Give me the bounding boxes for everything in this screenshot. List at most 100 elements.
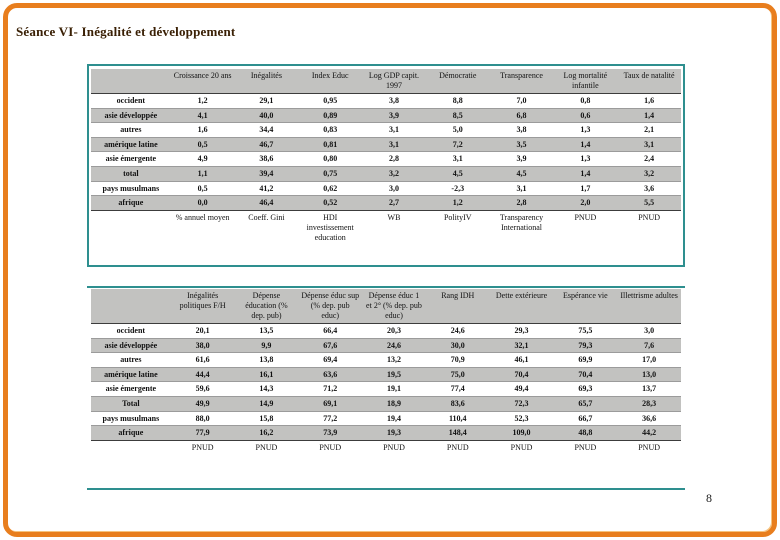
table-row: total 1,1 39,4 0,75 3,2 4,5 4,5 1,4 3,2 <box>91 165 681 182</box>
table-row: afrique 0,0 46,4 0,52 2,7 1,2 2,8 2,0 5,5 <box>91 195 681 211</box>
column-header: Dette extérieure <box>489 289 554 324</box>
data-cell: 2,8 <box>489 195 554 211</box>
table-row: asie émergente 4,9 38,6 0,80 2,8 3,1 3,9 1,3 2,4 <box>91 151 681 167</box>
data-cell: 148,4 <box>425 425 490 441</box>
data-cell: 8,5 <box>425 107 490 123</box>
data-cell: 46,1 <box>489 352 554 368</box>
data-cell: 0,52 <box>298 195 363 211</box>
data-cell: 2,8 <box>362 151 426 167</box>
data-cell: 13,2 <box>362 352 426 368</box>
data-cell: 0,95 <box>323 96 338 105</box>
source-row: PNUD PNUD PNUD PNUD PNUD PNUD PNUD PNUD <box>91 439 681 455</box>
data-cell: 66,7 <box>553 410 618 426</box>
source-cell: Coeff. Gini <box>234 209 299 245</box>
row-label: asie émergente <box>91 381 171 397</box>
source-cell: % annuel moyen <box>170 209 235 245</box>
data-cell: 32,1 <box>489 337 554 353</box>
row-label: occident <box>116 96 146 105</box>
row-label-header <box>91 69 171 94</box>
table-row: Total 49,9 14,9 69,1 18,9 83,6 72,3 65,7 28,3 <box>91 395 681 412</box>
data-cell: 0,83 <box>298 122 363 138</box>
column-header: Espérance vie <box>553 289 618 324</box>
table-row: occident 20,1 13,5 66,4 20,3 24,6 29,3 75,5 3,0 <box>91 324 681 339</box>
data-cell: 8,8 <box>452 96 463 105</box>
data-cell: 17,0 <box>617 352 681 368</box>
table-row: asie développée 4,1 40,0 0,89 3,9 8,5 6,8 0,6 1,… <box>91 107 681 123</box>
data-cell: 1,2 <box>197 96 208 105</box>
data-cell: 28,3 <box>617 395 681 412</box>
source-cell: Transparency International <box>489 209 554 245</box>
source-cell: PNUD <box>425 439 490 455</box>
column-header: Inégalités politiques F/H <box>170 289 235 324</box>
data-cell: 16,2 <box>234 425 299 441</box>
row-label: Total <box>91 395 171 412</box>
source-cell: HDI investissement education <box>298 209 363 245</box>
data-cell: 20,1 <box>195 326 210 335</box>
data-cell: 19,3 <box>362 425 426 441</box>
data-cell: 44,4 <box>170 366 235 382</box>
data-cell: 41,2 <box>234 180 299 196</box>
data-cell: 79,3 <box>553 337 618 353</box>
data-cell: 29,3 <box>514 326 529 335</box>
row-label: asie développée <box>91 107 171 123</box>
data-cell: 13,0 <box>617 366 681 382</box>
row-label: afrique <box>91 425 171 441</box>
row-label: autres <box>91 352 171 368</box>
data-cell: 0,8 <box>580 96 591 105</box>
data-cell: 39,4 <box>234 165 299 182</box>
table-row: autres 1,6 34,4 0,83 3,1 5,0 3,8 1,3 2,1 <box>91 122 681 138</box>
source-cell: PNUD <box>489 439 554 455</box>
row-label: autres <box>91 122 171 138</box>
column-header: Rang IDH <box>425 289 490 324</box>
data-cell: 77,2 <box>298 410 363 426</box>
data-cell: 2,0 <box>553 195 618 211</box>
table-row: asie émergente 59,6 14,3 71,2 19,1 77,4 49,4 69… <box>91 381 681 397</box>
data-cell: 19,4 <box>362 410 426 426</box>
data-cell: 5,5 <box>617 195 681 211</box>
row-label: total <box>91 165 171 182</box>
header-row: Croissance 20 ans Inégalités Index Educ Log… <box>91 69 681 94</box>
data-cell: 24,6 <box>450 326 465 335</box>
column-header: Index Educ <box>298 69 363 94</box>
data-cell: 1,6 <box>644 96 655 105</box>
row-label-header <box>91 289 171 324</box>
data-cell: 3,0 <box>362 180 426 196</box>
data-cell: 0,62 <box>298 180 363 196</box>
data-cell: 72,3 <box>489 395 554 412</box>
data-cell: 0,75 <box>298 165 363 182</box>
indicators-table-1: Croissance 20 ans Inégalités Index Educ Log… <box>91 69 681 245</box>
row-label: asie émergente <box>91 151 171 167</box>
column-header: Log mortalité infantile <box>553 69 618 94</box>
data-cell: 1,7 <box>553 180 618 196</box>
data-cell: 19,5 <box>362 366 426 382</box>
data-cell: 19,1 <box>362 381 426 397</box>
data-cell: 7,2 <box>425 136 490 152</box>
data-cell: 109,0 <box>489 425 554 441</box>
data-cell: 110,4 <box>425 410 490 426</box>
data-cell: 77,9 <box>170 425 235 441</box>
source-cell: PolityIV <box>425 209 490 245</box>
data-cell: 0,80 <box>298 151 363 167</box>
data-cell: 14,3 <box>234 381 299 397</box>
column-header: Transparence <box>489 69 554 94</box>
data-cell: 52,3 <box>489 410 554 426</box>
column-header: Log GDP capit. 1997 <box>362 69 426 94</box>
column-header: Taux de natalité <box>617 69 681 94</box>
source-cell: PNUD <box>553 209 618 245</box>
table-row: amérique latine 44,4 16,1 63,6 19,5 75,0 70,4 7… <box>91 366 681 382</box>
data-cell: 69,1 <box>298 395 363 412</box>
data-cell: 75,0 <box>425 366 490 382</box>
row-label: amérique latine <box>91 366 171 382</box>
data-cell: 40,0 <box>234 107 299 123</box>
indicators-table-2: Inégalités politiques F/H Dépense éducati… <box>91 289 681 455</box>
data-cell: 1,3 <box>553 151 618 167</box>
column-header: Dépense éduc 1 et 2° (% dep. pub educ) <box>362 289 426 324</box>
data-cell: 1,4 <box>553 165 618 182</box>
data-cell: 4,1 <box>170 107 235 123</box>
data-cell: 0,5 <box>170 180 235 196</box>
data-cell: 2,4 <box>617 151 681 167</box>
source-cell: PNUD <box>234 439 299 455</box>
data-cell: 69,4 <box>298 352 363 368</box>
column-header: Croissance 20 ans <box>170 69 235 94</box>
data-cell: 3,8 <box>388 96 399 105</box>
